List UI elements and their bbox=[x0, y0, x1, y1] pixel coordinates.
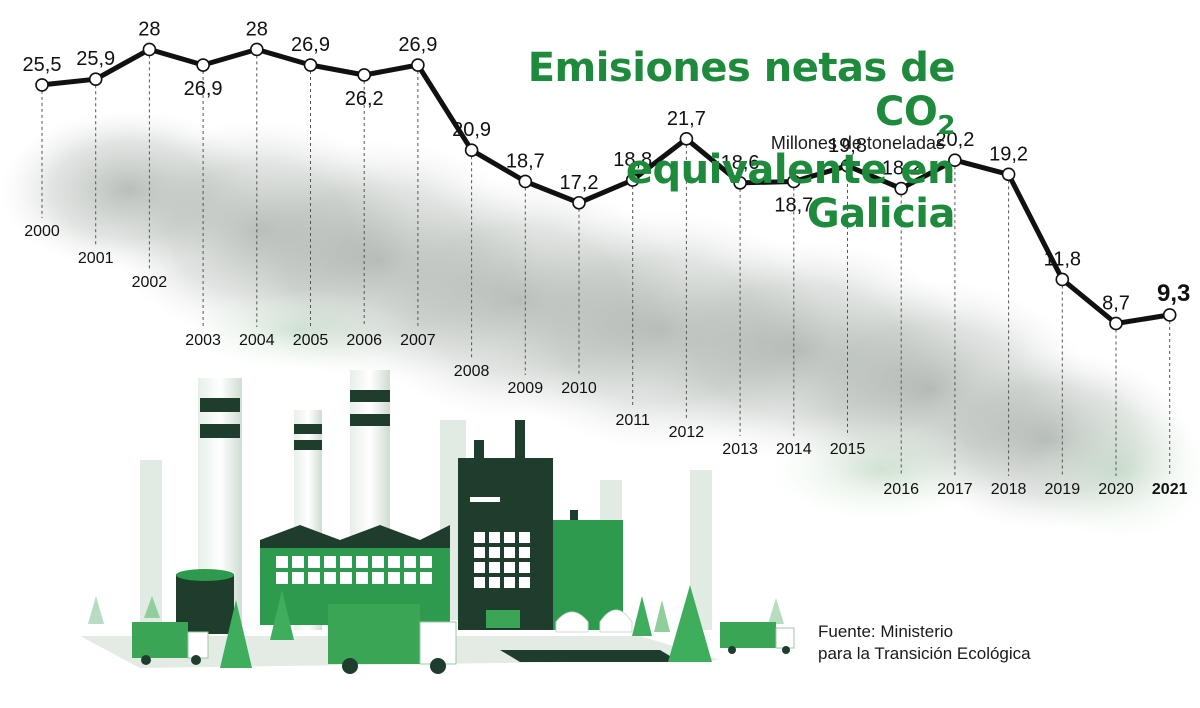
data-point-2008 bbox=[464, 143, 479, 158]
year-label-2010: 2010 bbox=[561, 380, 597, 397]
data-point-2021 bbox=[1162, 308, 1177, 322]
year-label-2016: 2016 bbox=[883, 481, 919, 498]
data-point-2005 bbox=[303, 58, 318, 72]
value-label-2003: 26,9 bbox=[184, 78, 223, 100]
year-guides bbox=[41, 55, 1171, 476]
data-point-2018 bbox=[1001, 167, 1016, 182]
value-label-2007: 26,9 bbox=[398, 34, 437, 56]
title-subscript: 2 bbox=[937, 111, 955, 141]
value-label-2018: 19,2 bbox=[989, 143, 1028, 165]
source-text-2: para la Transición Ecológica bbox=[818, 644, 1031, 663]
data-point-2013 bbox=[733, 176, 747, 190]
year-label-2000: 2000 bbox=[24, 223, 60, 240]
year-label-2019: 2019 bbox=[1045, 481, 1081, 498]
data-point-2000 bbox=[35, 78, 49, 92]
data-point-2012 bbox=[679, 132, 694, 146]
year-label-2020: 2020 bbox=[1098, 481, 1134, 498]
source-text-1: Ministerio bbox=[875, 622, 954, 641]
value-label-2017: 20,2 bbox=[935, 129, 974, 151]
source-label: Fuente: bbox=[818, 622, 876, 641]
value-label-2004: 28 bbox=[246, 18, 268, 40]
year-label-2003: 2003 bbox=[185, 332, 221, 349]
value-label-2000: 25,5 bbox=[23, 54, 62, 76]
year-label-2002: 2002 bbox=[132, 274, 168, 291]
year-label-2015: 2015 bbox=[830, 441, 866, 458]
data-point-2003 bbox=[196, 58, 210, 72]
value-label-2020: 8,7 bbox=[1102, 292, 1130, 314]
chart-title: Emisiones netas de CO2 equivalente en Ga… bbox=[515, 45, 956, 237]
year-label-2007: 2007 bbox=[400, 332, 436, 349]
source-note: Fuente: Ministerio para la Transición Ec… bbox=[818, 621, 1031, 665]
value-label-2021: 9,3 bbox=[1157, 280, 1190, 307]
data-point-2004 bbox=[249, 42, 264, 57]
value-label-2015: 19,8 bbox=[828, 135, 867, 157]
smoke-cloud bbox=[0, 110, 1200, 540]
year-label-2005: 2005 bbox=[293, 332, 329, 349]
year-label-2009: 2009 bbox=[508, 380, 544, 397]
data-point-2009 bbox=[518, 174, 533, 189]
value-label-2002: 28 bbox=[138, 18, 160, 40]
data-point-2006 bbox=[357, 68, 372, 82]
year-label-2004: 2004 bbox=[239, 332, 275, 349]
value-label-2006: 26,2 bbox=[345, 88, 384, 110]
value-labels: 25,5 25,9 28 26,9 28 26,9 26,2 26,9 20,9 18,7 17,2… bbox=[23, 18, 1191, 314]
data-point-2017 bbox=[948, 153, 962, 167]
value-label-2008: 20,9 bbox=[452, 119, 491, 141]
data-point-2014 bbox=[786, 174, 801, 189]
chart-subtitle: Millones de toneladas bbox=[770, 133, 945, 153]
year-label-2006: 2006 bbox=[346, 332, 382, 349]
year-label-2014: 2014 bbox=[776, 441, 812, 458]
year-labels: 2000 2001 2002 2003 2004 2005 2006 2007 2008 2009… bbox=[24, 223, 1187, 498]
year-label-2021: 2021 bbox=[1152, 481, 1188, 498]
value-label-2013: 18,6 bbox=[721, 152, 760, 174]
value-label-2005: 26,9 bbox=[291, 34, 330, 56]
data-point-2001 bbox=[88, 72, 103, 87]
value-label-2011: 18,8 bbox=[613, 149, 652, 171]
value-label-2009: 18,7 bbox=[506, 150, 545, 172]
data-point-2007 bbox=[411, 58, 425, 72]
value-label-2001: 25,9 bbox=[76, 48, 115, 70]
year-label-2011: 2011 bbox=[615, 412, 650, 429]
data-points bbox=[35, 42, 1177, 331]
value-label-2019: 11,8 bbox=[1044, 248, 1081, 270]
value-label-2012: 21,7 bbox=[667, 108, 706, 130]
data-point-2019 bbox=[1055, 272, 1070, 287]
data-point-2002 bbox=[142, 42, 157, 57]
data-point-2015 bbox=[840, 159, 855, 173]
data-point-2020 bbox=[1109, 316, 1123, 331]
title-line2: equivalente en Galicia bbox=[625, 147, 956, 237]
year-label-2008: 2008 bbox=[454, 363, 490, 380]
year-label-2012: 2012 bbox=[669, 424, 705, 441]
value-label-2014: 18,7 bbox=[774, 194, 813, 216]
data-point-2011 bbox=[625, 173, 640, 187]
year-label-2018: 2018 bbox=[991, 481, 1027, 498]
data-point-2010 bbox=[572, 195, 586, 210]
value-label-2016: 18,2 bbox=[882, 158, 921, 180]
title-line1: Emisiones netas de CO bbox=[527, 45, 956, 135]
value-label-2010: 17,2 bbox=[560, 172, 599, 194]
year-label-2013: 2013 bbox=[722, 441, 758, 458]
year-label-2017: 2017 bbox=[937, 481, 973, 498]
year-label-2001: 2001 bbox=[78, 250, 114, 267]
factory-illustration bbox=[80, 370, 795, 674]
data-point-2016 bbox=[894, 181, 909, 196]
series-line bbox=[41, 46, 1171, 326]
